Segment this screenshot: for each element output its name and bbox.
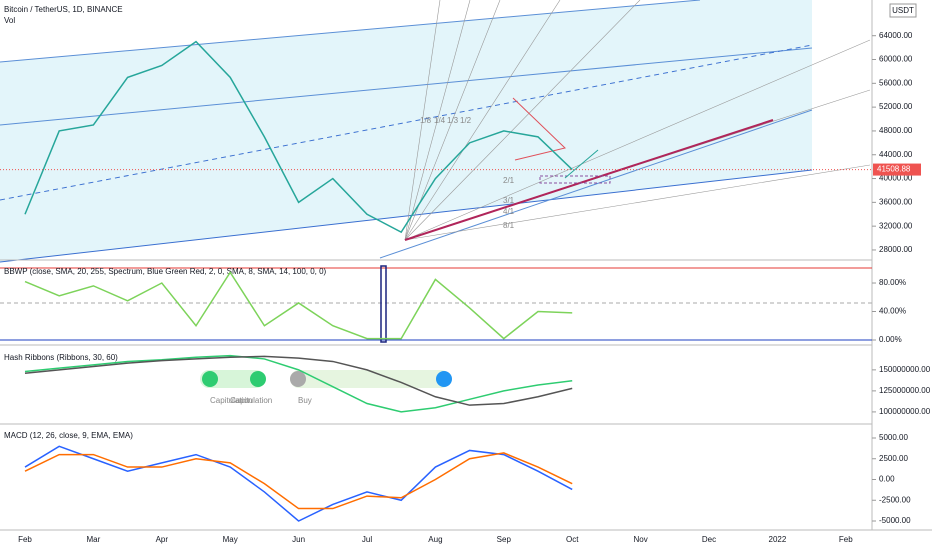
y-tick-label: 40.00% [879,307,906,316]
y-tick-label: 2500.00 [879,454,908,463]
y-tick-label: 56000.00 [879,78,913,87]
x-tick-label: Feb [839,535,853,544]
annotation: 3/1 [503,196,515,205]
x-tick-label: Apr [156,535,169,544]
y-tick-label: 125000000.00 [879,386,931,395]
y-tick-label: 32000.00 [879,221,913,230]
series-line [24,40,573,234]
series-line [24,270,573,340]
y-tick-label: 52000.00 [879,102,913,111]
y-tick-label: 60000.00 [879,55,913,64]
y-tick-label: 36000.00 [879,197,913,206]
y-tick-label: 0.00% [879,335,902,344]
annotation: 1/3 [447,116,459,125]
y-tick-label: 44000.00 [879,150,913,159]
range-box [539,175,611,184]
y-tick-label: 48000.00 [879,126,913,135]
y-tick-label: 40000.00 [879,174,913,183]
annotation: Capitulation [210,396,252,405]
channel-line [379,109,813,259]
x-tick-label: Jul [362,535,372,544]
x-tick-label: Sep [497,535,512,544]
channel-line [0,0,701,63]
x-tick-label: Feb [18,535,32,544]
series-line [24,445,573,522]
pane-subtitle: Vol [4,16,15,25]
x-tick-label: Oct [566,535,579,544]
y-tick-label: 80.00% [879,278,906,287]
pane-title: Hash Ribbons (Ribbons, 30, 60) [4,353,118,362]
x-tick-label: Mar [87,535,101,544]
annotation: Capitulation [230,396,272,405]
currency: USDT [892,6,914,15]
channel-midline [0,44,813,201]
x-tick-label: Nov [633,535,647,544]
triangle [512,97,567,161]
signal-marker [380,265,387,343]
x-tick-label: Jun [292,535,305,544]
annotation: Buy [298,396,312,405]
ribbon-bar [290,370,450,388]
x-tick-label: Dec [702,535,716,544]
y-tick-label: 28000.00 [879,245,913,254]
annotation: 1/2 [460,116,472,125]
ribbon-dot [436,371,452,387]
projection-arrow [564,149,599,179]
currency-badge [889,3,917,18]
channel-line [0,169,813,263]
y-tick-label: 0.00 [879,475,895,484]
pane-title: Bitcoin / TetherUS, 1D, BINANCE [4,5,123,14]
series-line [24,354,573,413]
y-tick-label: 150000000.00 [879,365,931,374]
last-price-badge [873,163,921,176]
annotation: 4/1 [503,207,515,216]
pane-title: BBWP (close, SMA, 20, 255, Spectrum, Blu… [4,267,327,276]
annotation: 8/1 [503,221,515,230]
x-tick-label: 2022 [769,535,787,544]
ribbon-dot [290,371,306,387]
channel-line [0,47,813,126]
pane-title: MACD (12, 26, close, 9, EMA, EMA) [4,431,133,440]
annotation: 1/8 [420,116,432,125]
y-tick-label: -5000.00 [879,516,911,525]
x-tick-label: Aug [428,535,442,544]
channel-fill [0,0,812,262]
x-tick-label: May [223,535,238,544]
y-tick-label: -2500.00 [879,495,911,504]
ribbon-dot [202,371,218,387]
trend-line [404,119,774,241]
ribbon-dot [250,371,266,387]
y-tick-label: 5000.00 [879,433,908,442]
series-line [24,452,573,510]
y-tick-label: 100000000.00 [879,407,931,416]
last-price-label: 41508.88 [877,165,911,174]
annotation: 1/4 [434,116,446,125]
annotation: 2/1 [503,176,515,185]
series-line [24,355,573,406]
y-tick-label: 64000.00 [879,31,913,40]
